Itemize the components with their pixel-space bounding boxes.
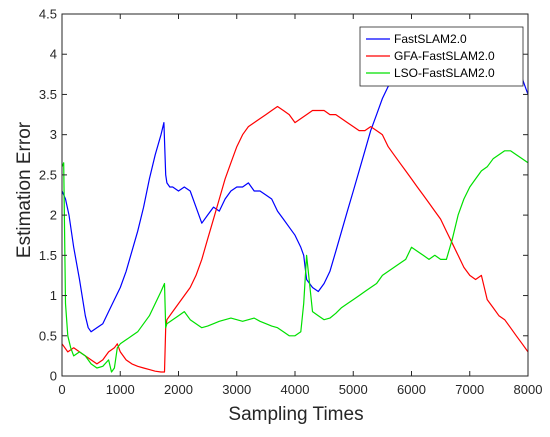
x-axis-label: Sampling Times: [228, 404, 363, 425]
y-tick-label: 4.5: [39, 7, 57, 22]
y-tick-label: 2.5: [39, 167, 57, 182]
x-tick-label: 8000: [514, 382, 543, 397]
x-tick-label: 4000: [281, 382, 310, 397]
x-tick-label: 5000: [339, 382, 368, 397]
axes-layer: 0 1000 2000 3000 4000 5000 6000 7000 8000 0 0.5 1 1.…: [39, 7, 543, 398]
y-tick-label: 4: [50, 47, 57, 62]
x-tick-label: 3000: [222, 382, 251, 397]
legend-entry-3: LSO-FastSLAM2.0: [394, 66, 495, 80]
x-tick-label: 2000: [164, 382, 193, 397]
series-line-3: [61, 150, 529, 373]
y-tick-label: 1: [50, 288, 57, 303]
legend: FastSLAM2.0 GFA-FastSLAM2.0 LSO-FastSLAM2.…: [359, 26, 524, 87]
y-tick-label: 2: [50, 208, 57, 223]
y-axis-label: Estimation Error: [14, 121, 35, 258]
x-tick-label: 7000: [455, 382, 484, 397]
legend-entry-2: GFA-FastSLAM2.0: [394, 49, 495, 63]
series-line-2: [61, 105, 529, 373]
y-tick-label: 0.5: [39, 328, 57, 343]
x-tick-label: 1000: [106, 382, 135, 397]
y-tick-label: 1.5: [39, 248, 57, 263]
y-tick-label: 3: [50, 127, 57, 142]
x-tick-label: 6000: [397, 382, 426, 397]
y-tick-label: 3.5: [39, 87, 57, 102]
y-tick-label: 0: [50, 369, 57, 384]
x-tick-label: 0: [58, 382, 65, 397]
legend-entry-1: FastSLAM2.0: [394, 32, 467, 46]
